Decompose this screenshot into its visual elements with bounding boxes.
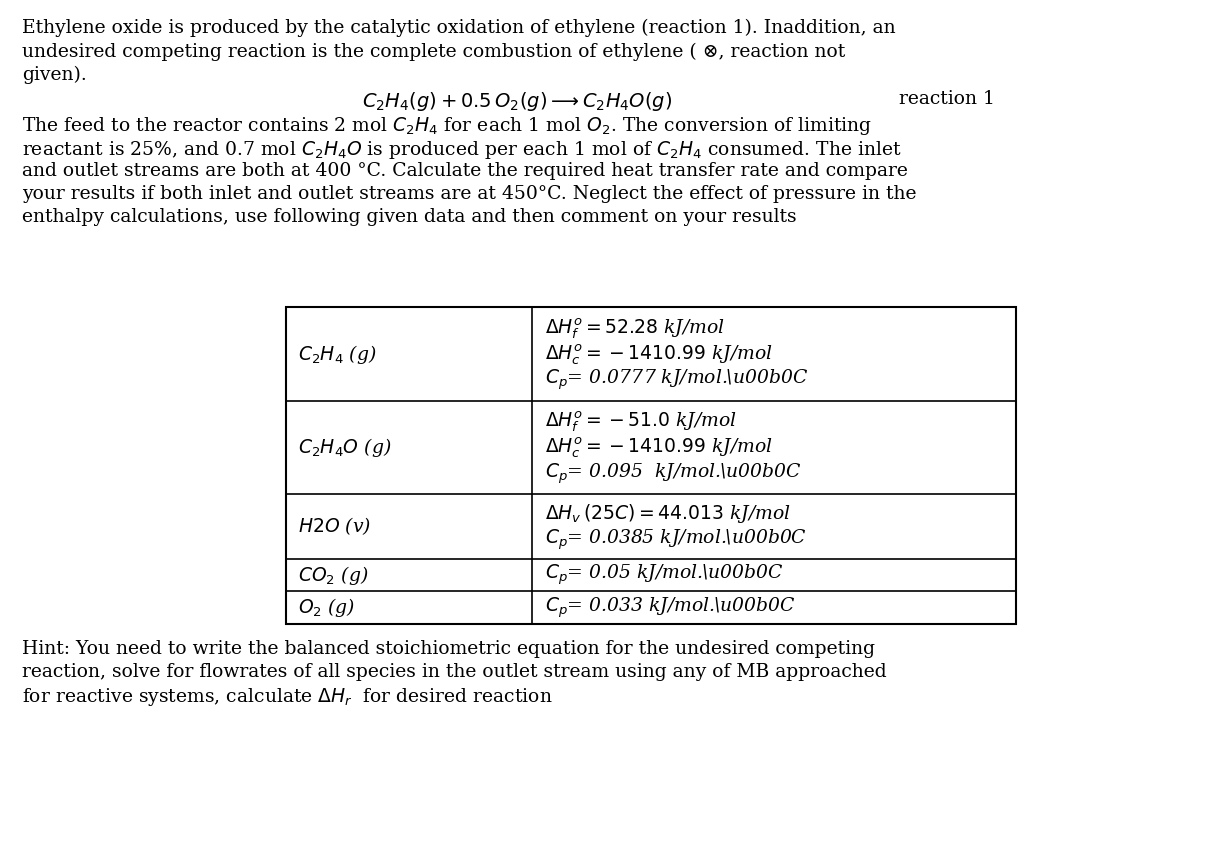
- Text: $\Delta H_f^o = -51.0$ kJ/mol: $\Delta H_f^o = -51.0$ kJ/mol: [545, 410, 737, 434]
- Text: enthalpy calculations, use following given data and then comment on your results: enthalpy calculations, use following giv…: [22, 208, 797, 226]
- Text: $C_2H_4O$ (g): $C_2H_4O$ (g): [298, 436, 392, 459]
- Text: $C_p$= 0.033 kJ/mol.\u00b0C: $C_p$= 0.033 kJ/mol.\u00b0C: [545, 596, 795, 620]
- Text: $C_p$= 0.0777 kJ/mol.\u00b0C: $C_p$= 0.0777 kJ/mol.\u00b0C: [545, 368, 808, 392]
- Text: The feed to the reactor contains 2 mol $C_2H_4$ for each 1 mol $O_2$. The conver: The feed to the reactor contains 2 mol $…: [22, 115, 872, 138]
- Text: $H2O$ (v): $H2O$ (v): [298, 515, 371, 538]
- Text: $\Delta H_c^o = -1410.99$ kJ/mol: $\Delta H_c^o = -1410.99$ kJ/mol: [545, 342, 772, 366]
- Text: $C_2H_4$ (g): $C_2H_4$ (g): [298, 343, 377, 365]
- Text: Hint: You need to write the balanced stoichiometric equation for the undesired c: Hint: You need to write the balanced sto…: [22, 640, 875, 658]
- Text: $C_p$= 0.05 kJ/mol.\u00b0C: $C_p$= 0.05 kJ/mol.\u00b0C: [545, 563, 784, 587]
- Text: Ethylene oxide is produced by the catalytic oxidation of ethylene (reaction 1). : Ethylene oxide is produced by the cataly…: [22, 19, 896, 37]
- Text: $C_2H_4(g) + 0.5\,O_2(g) \longrightarrow C_2H_4O(g)$: $C_2H_4(g) + 0.5\,O_2(g) \longrightarrow…: [362, 90, 673, 113]
- Text: $\Delta H_c^o = -1410.99$ kJ/mol: $\Delta H_c^o = -1410.99$ kJ/mol: [545, 436, 772, 460]
- Text: given).: given).: [22, 66, 87, 84]
- Text: reaction 1: reaction 1: [899, 90, 995, 108]
- Text: your results if both inlet and outlet streams are at 450°C. Neglect the effect o: your results if both inlet and outlet st…: [22, 185, 917, 203]
- Text: $\Delta H_v\,(25C) = 44.013$ kJ/mol: $\Delta H_v\,(25C) = 44.013$ kJ/mol: [545, 502, 791, 525]
- Bar: [286, 307, 1016, 624]
- Text: and outlet streams are both at 400 °C. Calculate the required heat transfer rate: and outlet streams are both at 400 °C. C…: [22, 162, 908, 180]
- Text: $CO_2$ (g): $CO_2$ (g): [298, 564, 368, 586]
- Text: $C_p$= 0.095  kJ/mol.\u00b0C: $C_p$= 0.095 kJ/mol.\u00b0C: [545, 462, 801, 486]
- Text: reactant is 25%, and 0.7 mol $C_2H_4O$ is produced per each 1 mol of $C_2H_4$ co: reactant is 25%, and 0.7 mol $C_2H_4O$ i…: [22, 139, 902, 160]
- Text: undesired competing reaction is the complete combustion of ethylene ( ⊗, reactio: undesired competing reaction is the comp…: [22, 42, 845, 61]
- Text: $O_2$ (g): $O_2$ (g): [298, 597, 356, 619]
- Text: for reactive systems, calculate $\Delta H_r$  for desired reaction: for reactive systems, calculate $\Delta …: [22, 687, 553, 708]
- Text: $\Delta H_f^o = 52.28$ kJ/mol: $\Delta H_f^o = 52.28$ kJ/mol: [545, 316, 724, 340]
- Text: reaction, solve for flowrates of all species in the outlet stream using any of M: reaction, solve for flowrates of all spe…: [22, 663, 887, 682]
- Text: $C_p$= 0.0385 kJ/mol.\u00b0C: $C_p$= 0.0385 kJ/mol.\u00b0C: [545, 527, 807, 552]
